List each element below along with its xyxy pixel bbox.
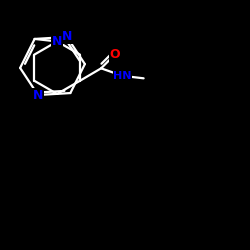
Text: HN: HN (113, 71, 132, 81)
Text: N: N (33, 88, 43, 102)
Text: N: N (62, 30, 72, 44)
Text: O: O (110, 48, 120, 61)
Text: N: N (52, 35, 62, 48)
